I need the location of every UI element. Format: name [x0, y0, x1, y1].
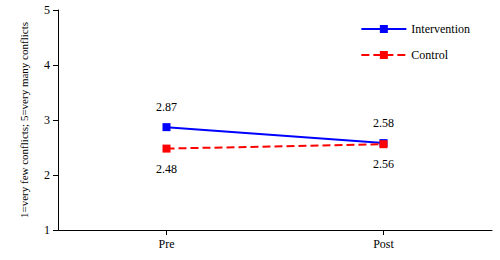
- svg-text:1=very few conflicts; 5=very m: 1=very few conflicts; 5=very many confli…: [18, 22, 30, 218]
- svg-text:Pre: Pre: [159, 237, 175, 251]
- svg-text:4: 4: [44, 58, 50, 72]
- svg-text:1: 1: [44, 223, 50, 237]
- svg-text:Control: Control: [411, 48, 448, 62]
- svg-text:5: 5: [44, 3, 50, 17]
- svg-text:3: 3: [44, 113, 50, 127]
- svg-text:2.87: 2.87: [156, 100, 177, 114]
- svg-text:2.58: 2.58: [373, 116, 394, 130]
- svg-text:Post: Post: [373, 237, 394, 251]
- svg-text:2.48: 2.48: [156, 162, 177, 176]
- svg-text:2.56: 2.56: [373, 157, 394, 171]
- svg-text:Intervention: Intervention: [411, 22, 470, 36]
- svg-text:2: 2: [44, 168, 50, 182]
